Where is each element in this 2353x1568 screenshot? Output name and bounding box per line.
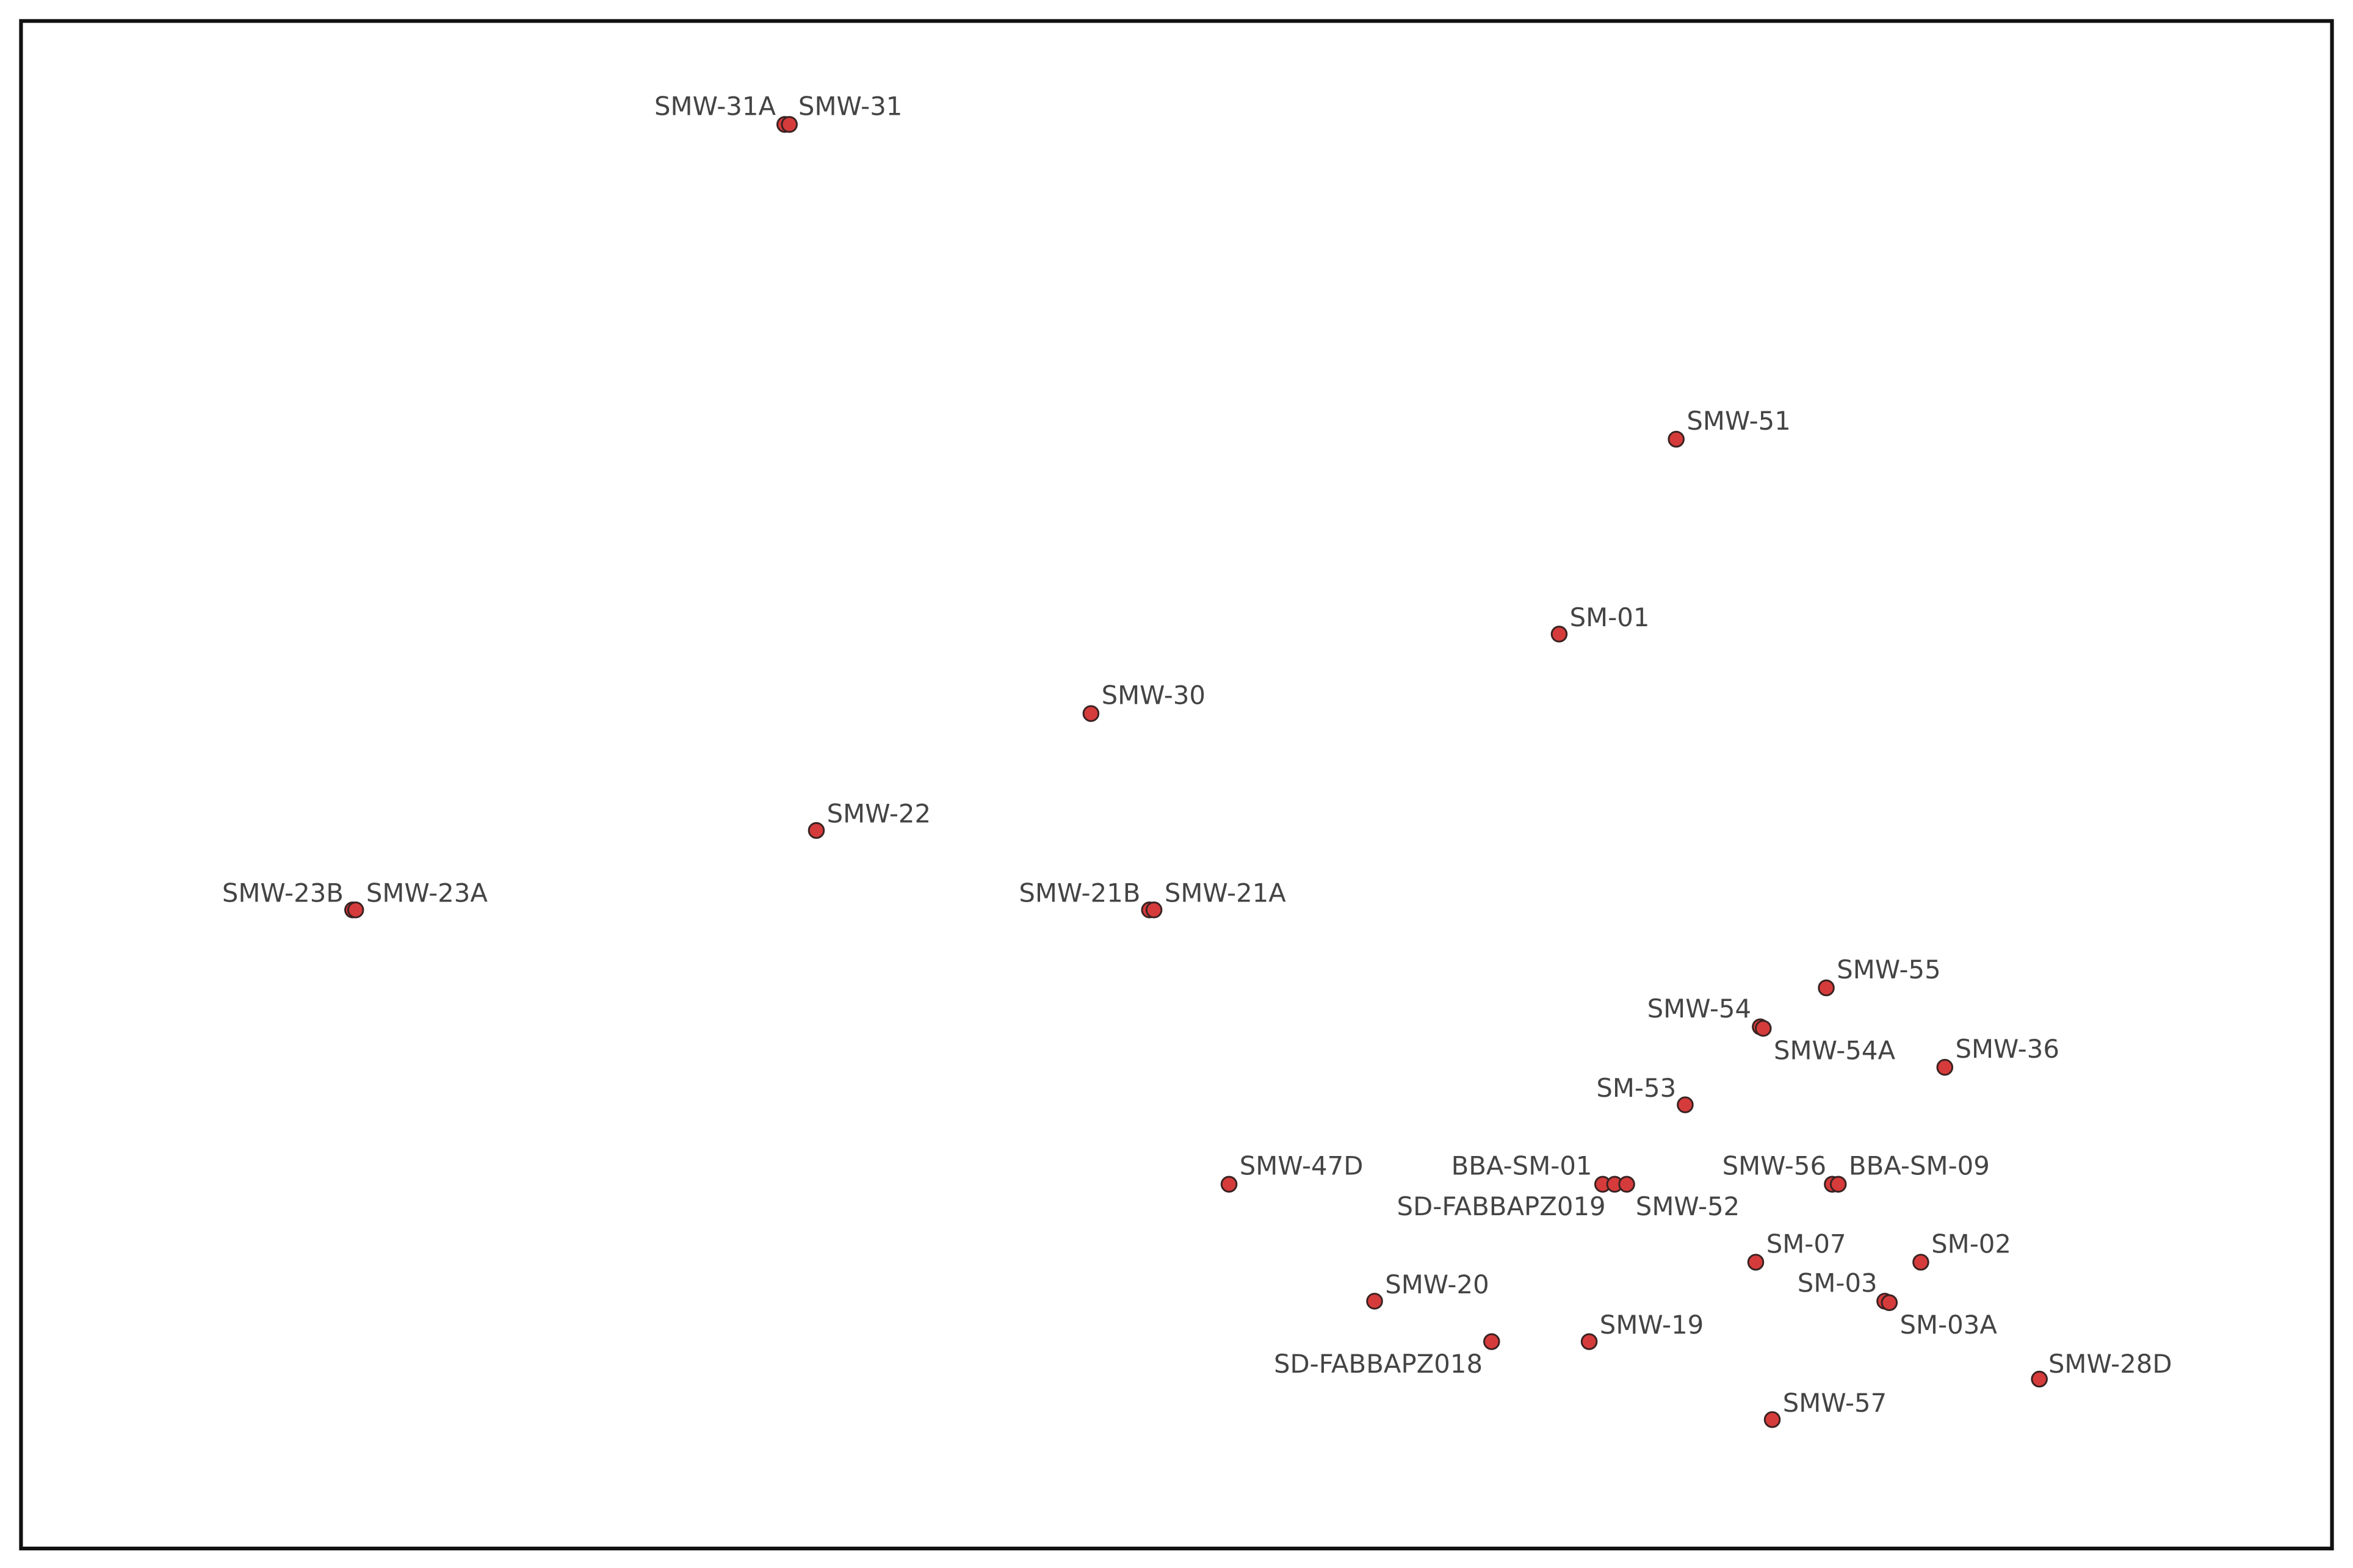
station-label: SMW-51 [1686, 406, 1790, 436]
station-label: SM-02 [1931, 1229, 2011, 1259]
station-label: SMW-21B [1019, 878, 1140, 908]
station-marker [347, 901, 364, 919]
station-marker [1936, 1058, 1954, 1076]
station-label: SD-FABBAPZ018 [1274, 1349, 1483, 1379]
station-marker [781, 116, 798, 133]
station-marker [1618, 1176, 1635, 1193]
station-label: SMW-52 [1636, 1191, 1740, 1221]
station-label: SMW-23B [222, 878, 344, 908]
station-marker [1550, 626, 1568, 643]
station-marker [1082, 705, 1100, 722]
station-marker [1677, 1096, 1694, 1113]
station-marker [1763, 1411, 1781, 1428]
station-marker [1220, 1176, 1238, 1193]
station-label: BBA-SM-01 [1451, 1151, 1592, 1181]
station-label: SMW-57 [1783, 1388, 1887, 1418]
station-marker [1145, 901, 1163, 919]
station-marker [1580, 1333, 1598, 1350]
station-marker [1483, 1333, 1500, 1350]
station-label: SM-01 [1570, 602, 1650, 632]
station-label: SM-03A [1900, 1310, 1998, 1340]
station-marker [1829, 1176, 1847, 1193]
station-marker [1881, 1294, 1898, 1312]
station-label: SMW-19 [1600, 1310, 1704, 1340]
stations: SMW-31A SMW-31 SMW-51 SM-01 SMW-30 SMW-22 SMW-… [222, 91, 2172, 1428]
station-marker [808, 822, 825, 839]
station-label: SMW-22 [827, 799, 931, 829]
station-marker [2031, 1370, 2048, 1388]
station-label: SMW-30 [1102, 681, 1205, 710]
station-label: SD-FABBAPZ019 [1397, 1191, 1606, 1221]
station-label: SM-07 [1766, 1229, 1846, 1259]
station-marker [1755, 1020, 1772, 1037]
station-label: SMW-47D [1240, 1151, 1364, 1181]
station-marker [1912, 1254, 1929, 1271]
station-label: SMW-31A [654, 91, 776, 121]
map-frame [19, 19, 2334, 1551]
station-label: SMW-54A [1774, 1036, 1895, 1066]
station-label: SMW-21A [1165, 878, 1286, 908]
station-label: SMW-56 [1722, 1151, 1826, 1181]
station-label: SMW-20 [1385, 1270, 1489, 1299]
station-label: BBA-SM-09 [1849, 1151, 1990, 1181]
station-label: SM-03 [1798, 1268, 1878, 1298]
station-marker [1668, 430, 1685, 448]
station-label: SMW-54 [1647, 994, 1751, 1024]
station-label: SMW-36 [1955, 1034, 2059, 1064]
station-marker [1818, 979, 1835, 997]
station-marker [1747, 1254, 1765, 1271]
station-label: SMW-55 [1837, 955, 1940, 985]
station-label: SMW-28D [2048, 1349, 2172, 1379]
station-label: SMW-23A [366, 878, 488, 908]
station-label: SM-53 [1596, 1073, 1676, 1103]
station-label: SMW-31 [798, 91, 902, 121]
station-marker [1366, 1293, 1383, 1310]
